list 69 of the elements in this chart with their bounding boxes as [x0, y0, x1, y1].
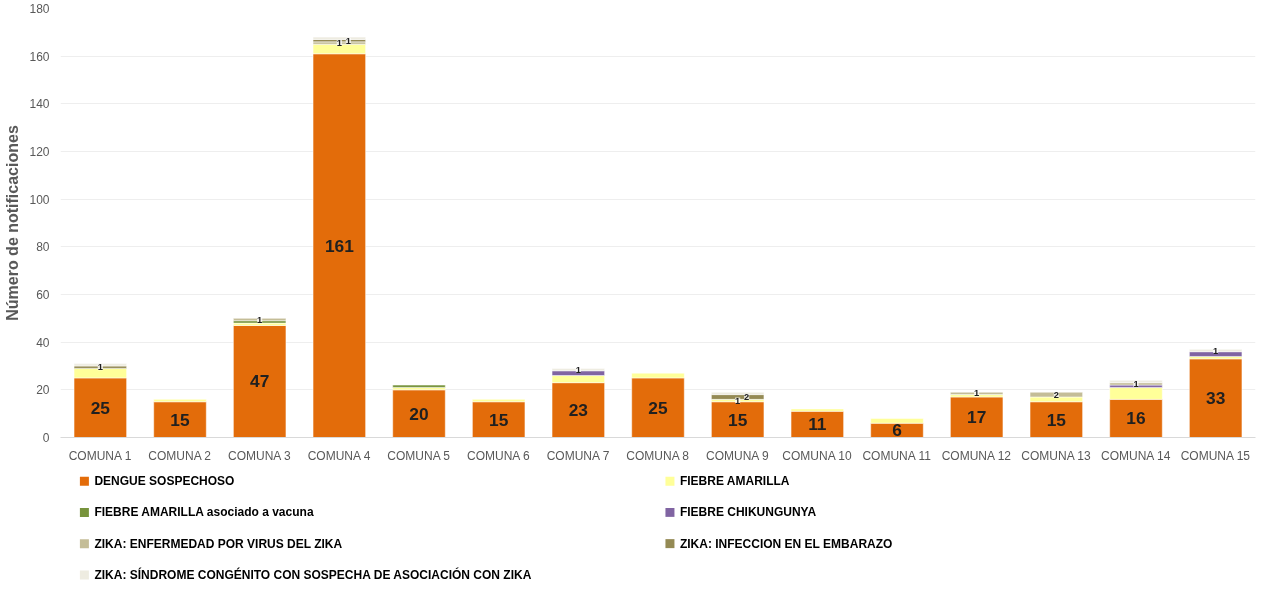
data-label: 17: [967, 407, 987, 428]
x-tick-label: COMUNA 7: [546, 448, 610, 463]
x-tick-label: COMUNA 3: [228, 448, 291, 463]
x-tick-label: COMUNA 13: [1021, 448, 1091, 463]
x-tick-label: COMUNA 10: [782, 448, 852, 463]
x-tick-label: COMUNA 6: [467, 448, 530, 463]
legend-label: FIEBRE AMARILLA asociado a vacuna: [94, 505, 314, 520]
x-tick-label: COMUNA 14: [1100, 448, 1171, 463]
data-label: 161: [324, 235, 355, 256]
bar: [1189, 358, 1243, 438]
bar: [631, 377, 685, 438]
data-label: 6: [892, 420, 903, 441]
x-tick-label: COMUNA 9: [706, 448, 769, 463]
x-tick-label: COMUNA 2: [148, 448, 212, 463]
data-label: 15: [170, 409, 190, 430]
data-label: 1: [974, 388, 980, 399]
data-label: 1: [97, 362, 103, 373]
data-label: 1: [345, 35, 351, 46]
data-label: 23: [568, 400, 589, 421]
data-label: 25: [90, 397, 111, 418]
data-label: 47: [250, 371, 270, 392]
bar: [1029, 401, 1083, 438]
x-tick-label: COMUNA 4: [307, 448, 371, 463]
y-tick-label: 60: [36, 288, 50, 302]
bar: [392, 389, 446, 438]
bar: [472, 401, 526, 438]
legend-label: FIEBRE AMARILLA: [679, 474, 790, 489]
y-tick-label: 100: [29, 192, 50, 207]
data-label: 1: [1213, 345, 1219, 356]
legend-label: ZIKA: INFECCION EN EL EMBARAZO: [679, 536, 893, 551]
data-label: 16: [1126, 408, 1146, 429]
data-label: 2: [1053, 389, 1059, 400]
legend-label: ZIKA: SÍNDROME CONGÉNITO CON SOSPECHA DE ASOCIACIÓN CON ZIKA: [94, 566, 532, 582]
x-tick-label: COMUNA 1: [68, 448, 132, 463]
legend-label: FIEBRE CHIKUNGUNYA: [679, 505, 817, 520]
bar: [551, 368, 605, 372]
legend-label: DENGUE SOSPECHOSO: [94, 474, 235, 489]
x-tick-label: COMUNA 8: [626, 448, 690, 463]
x-tick-label: COMUNA 12: [941, 448, 1012, 463]
bar: [950, 396, 1004, 438]
data-label: 1: [257, 314, 263, 325]
y-tick-label: 180: [29, 2, 50, 16]
data-label: 1: [336, 38, 342, 49]
y-tick-label: 20: [36, 383, 50, 398]
bar: [153, 401, 207, 438]
data-label: 20: [409, 403, 429, 424]
data-label: 1: [1133, 378, 1139, 389]
legend-label: ZIKA: ENFERMEDAD POR VIRUS DEL ZIKA: [94, 536, 343, 551]
y-axis-title: Número de notificaciones: [4, 125, 22, 321]
data-label: 11: [808, 414, 827, 435]
x-tick-label: COMUNA 11: [862, 448, 932, 463]
x-tick-label: COMUNA 5: [387, 448, 451, 463]
x-tick-label: COMUNA 15: [1180, 448, 1251, 463]
bar: [233, 325, 287, 438]
data-label: 15: [489, 409, 509, 430]
y-tick-label: 40: [36, 335, 50, 350]
y-tick-label: 0: [42, 431, 50, 445]
data-label: 15: [1046, 409, 1067, 430]
bar: [1029, 391, 1083, 398]
data-label: 33: [1206, 388, 1226, 409]
y-tick-label: 120: [29, 145, 50, 159]
y-tick-label: 160: [29, 49, 50, 64]
y-tick-label: 80: [36, 240, 50, 255]
data-label: 1: [575, 364, 581, 375]
y-tick-label: 140: [29, 97, 50, 112]
data-label: 25: [648, 397, 668, 418]
data-label: 2: [744, 391, 750, 402]
data-label: 1: [735, 395, 741, 406]
data-label: 15: [728, 409, 748, 430]
